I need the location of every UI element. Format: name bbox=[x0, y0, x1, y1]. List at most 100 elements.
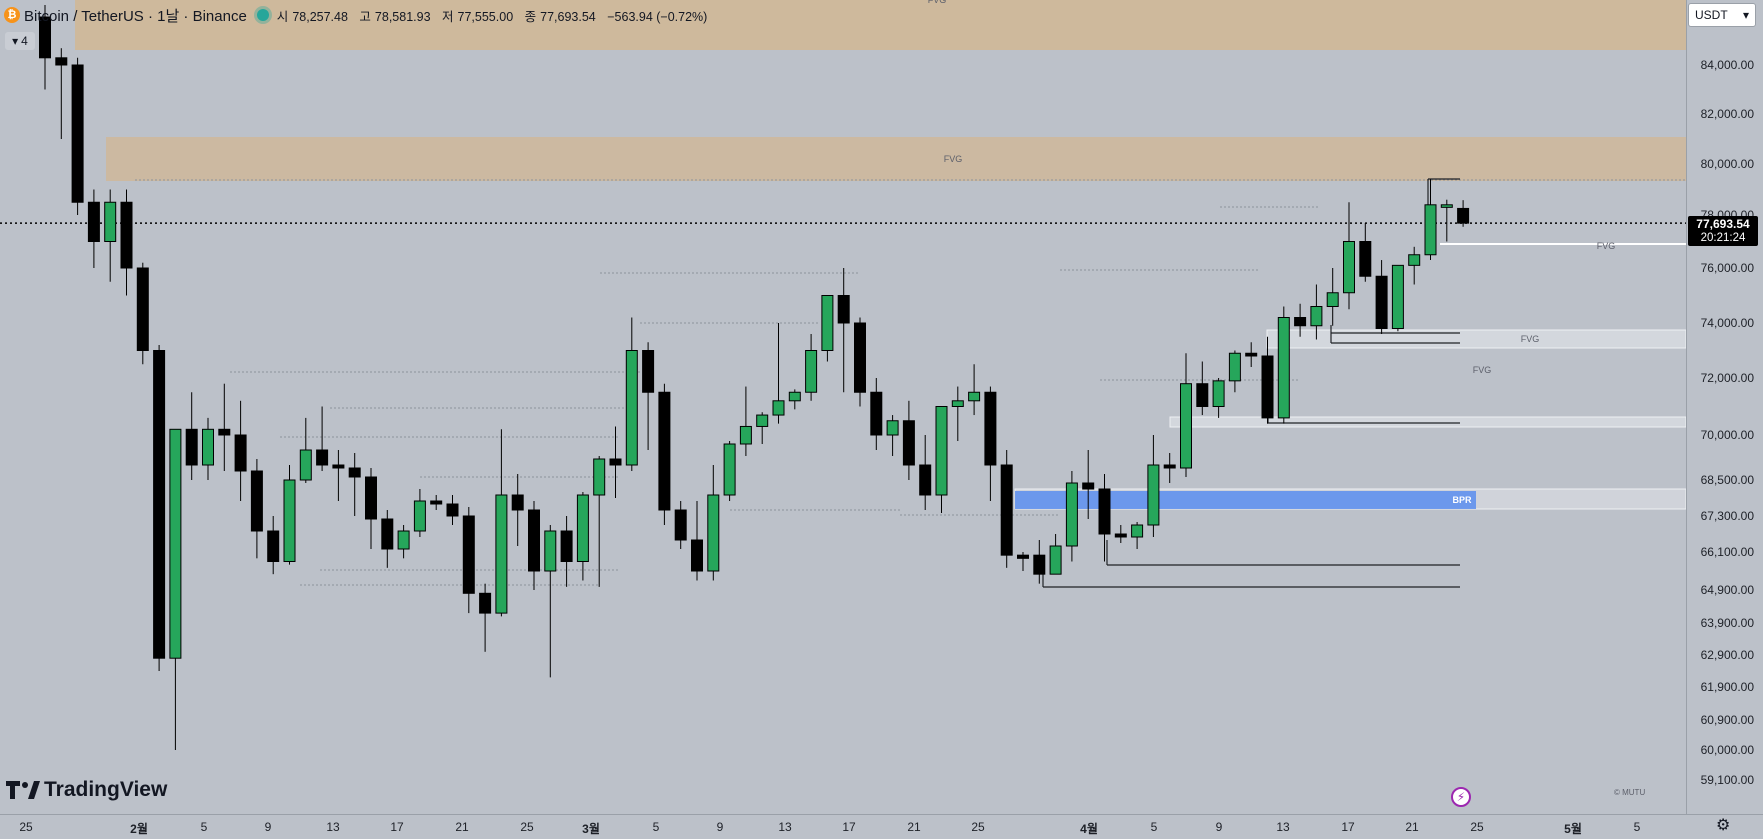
candle bbox=[332, 450, 345, 501]
candle bbox=[739, 386, 752, 456]
currency-select[interactable]: USDT ▾ bbox=[1688, 3, 1756, 27]
candle-body bbox=[625, 350, 638, 466]
candle bbox=[1408, 246, 1421, 285]
candle-body bbox=[544, 530, 557, 572]
price-tick-label: 60,900.00 bbox=[1700, 713, 1754, 727]
symbol-title[interactable]: Bitcoin / TetherUS · 1날 · Binance bbox=[24, 7, 247, 25]
candle-body bbox=[756, 414, 769, 427]
candle bbox=[691, 501, 703, 581]
candle-body bbox=[136, 267, 149, 351]
candle bbox=[642, 342, 655, 450]
candle bbox=[218, 383, 231, 471]
candle bbox=[1375, 260, 1388, 334]
last-price: 77,693.54 bbox=[1696, 217, 1750, 231]
candle bbox=[935, 406, 948, 513]
candle-body bbox=[413, 500, 426, 532]
candle-body bbox=[1017, 554, 1029, 559]
candle bbox=[479, 583, 492, 652]
candle bbox=[1049, 534, 1062, 575]
candle-body bbox=[397, 530, 410, 550]
date-tick-label: 21 bbox=[907, 820, 921, 834]
candle bbox=[1196, 361, 1209, 416]
candle bbox=[1114, 525, 1127, 543]
candle bbox=[1310, 284, 1323, 340]
candle-body bbox=[1065, 482, 1078, 547]
candle bbox=[348, 453, 361, 516]
candle bbox=[1212, 378, 1225, 418]
candle-body bbox=[185, 428, 198, 466]
candle-body bbox=[250, 470, 263, 532]
candle-body bbox=[1277, 317, 1290, 419]
currency-value: USDT bbox=[1695, 8, 1728, 22]
candle bbox=[886, 415, 899, 456]
tradingview-logo[interactable]: TradingView bbox=[6, 778, 167, 802]
candle bbox=[1359, 222, 1372, 282]
watermark: © MUTU bbox=[1614, 788, 1646, 797]
candle bbox=[1277, 306, 1290, 424]
price-tick-label: 60,000.00 bbox=[1700, 743, 1754, 757]
price-chart[interactable]: FVG FVG FVG FVG FVG BPR bbox=[0, 0, 1686, 814]
gear-icon[interactable]: ⚙ bbox=[1716, 817, 1731, 834]
candle bbox=[756, 412, 769, 444]
price-tick-label: 74,000.00 bbox=[1700, 316, 1754, 330]
candle-body bbox=[1457, 207, 1470, 224]
candle-body bbox=[1082, 482, 1095, 490]
candle-body bbox=[870, 391, 883, 436]
bolt-icon[interactable]: ⚡ bbox=[1451, 787, 1471, 807]
candle-body bbox=[968, 391, 981, 402]
candle bbox=[919, 435, 932, 510]
date-tick-label: 17 bbox=[842, 820, 856, 834]
indicators-toggle[interactable]: ▾ 4 bbox=[5, 32, 35, 50]
change-value: −563.94 (−0.72%) bbox=[607, 9, 708, 24]
candle-body bbox=[218, 428, 231, 436]
date-tick-label: 9 bbox=[716, 820, 724, 834]
candle bbox=[1017, 552, 1029, 571]
price-tick-label: 61,900.00 bbox=[1700, 680, 1754, 694]
candle-body bbox=[1163, 464, 1176, 469]
price-tick-label: 70,000.00 bbox=[1700, 428, 1754, 442]
candle bbox=[1424, 179, 1437, 261]
candle bbox=[136, 262, 149, 365]
candle bbox=[1326, 268, 1339, 326]
candle bbox=[658, 383, 671, 525]
candle-body bbox=[202, 428, 214, 466]
date-tick-label: 17 bbox=[390, 820, 404, 834]
candle bbox=[1147, 435, 1160, 537]
candle-body bbox=[283, 479, 296, 562]
candle bbox=[528, 501, 540, 590]
candle bbox=[365, 468, 377, 549]
date-tick-label: 2월 bbox=[130, 822, 148, 836]
candle-body bbox=[560, 530, 573, 562]
price-tick-label: 84,000.00 bbox=[1700, 58, 1754, 72]
candle bbox=[381, 510, 394, 568]
candle-body bbox=[1359, 241, 1372, 277]
low-value: 77,555.00 bbox=[457, 9, 514, 24]
candle-body bbox=[837, 295, 850, 324]
candle bbox=[1098, 474, 1111, 562]
time-axis[interactable]: 25 2월 5 9 13 17 21 25 3월 5 9 13 17 21 25 4월 5 9 13 17 21 25 5월… bbox=[0, 814, 1763, 839]
candle-body bbox=[919, 464, 932, 496]
candle bbox=[104, 189, 117, 282]
candle bbox=[854, 317, 866, 407]
date-tick-label: 5 bbox=[200, 820, 208, 834]
date-tick-label: 13 bbox=[1276, 820, 1290, 834]
candle bbox=[837, 268, 850, 393]
candle bbox=[1065, 471, 1078, 562]
candle-body bbox=[332, 464, 345, 469]
candle-body bbox=[71, 64, 84, 203]
date-tick-label: 25 bbox=[971, 820, 985, 834]
candle-body bbox=[39, 16, 51, 59]
candle bbox=[1245, 342, 1258, 367]
open-label: 시 bbox=[276, 9, 289, 24]
chevron-down-icon: ▾ bbox=[12, 34, 19, 48]
price-tick-label: 67,300.00 bbox=[1700, 509, 1754, 523]
price-axis[interactable]: 84,000.00 82,000.00 80,000.00 78,000.00 76,0… bbox=[1686, 0, 1763, 814]
price-tick-label: 76,000.00 bbox=[1700, 261, 1754, 275]
fvg-label: FVG bbox=[944, 154, 963, 164]
price-tick-label: 59,100.00 bbox=[1700, 773, 1754, 787]
candle-body bbox=[1147, 464, 1160, 526]
candle bbox=[772, 323, 785, 424]
candle-layer bbox=[39, 5, 1470, 750]
candle bbox=[153, 345, 166, 671]
candle bbox=[1343, 202, 1355, 310]
